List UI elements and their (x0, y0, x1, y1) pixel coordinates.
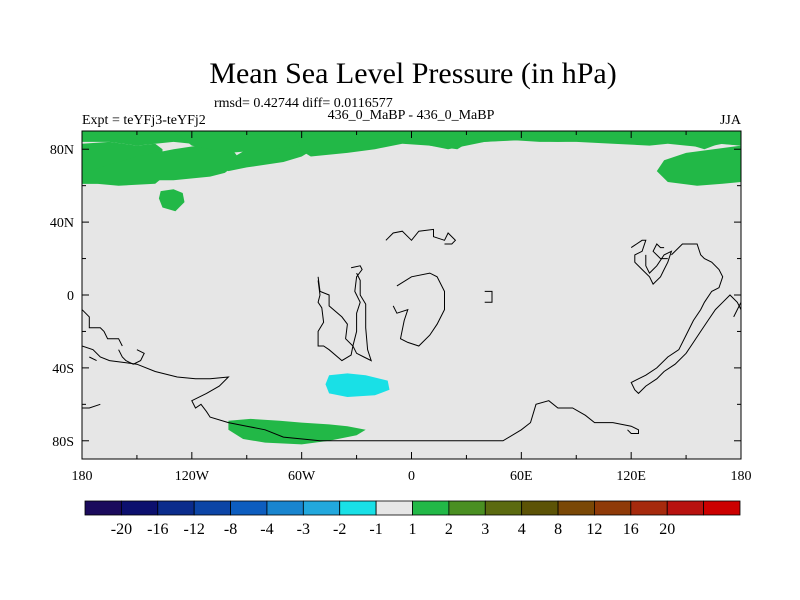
colorbar-label: 1 (409, 521, 417, 538)
chart-title: Mean Sea Level Pressure (in hPa) (209, 57, 616, 90)
region-north-atlantic-positive (173, 131, 302, 153)
colorbar-label: 16 (623, 521, 639, 538)
region-antarctic-positive (228, 418, 366, 445)
x-tick-label: 120E (616, 469, 646, 484)
y-tick-label: 40N (50, 216, 74, 231)
colorbar-swatch (84, 500, 122, 516)
coastline-11 (118, 349, 145, 365)
colorbar: -20 -16 -12 -8 -4 -3 -2 -1 1 2 3 4 8 12 16 20 (84, 500, 741, 538)
x-tick-label: 180 (72, 469, 93, 484)
x-tick-label: 120W (175, 469, 210, 484)
colorbar-label: 4 (518, 521, 526, 538)
x-tick-label: 0 (408, 469, 415, 484)
colorbar-swatch (448, 500, 486, 516)
experiment-label: Expt = teYFj3-teYFj2 (82, 113, 206, 128)
colorbar-swatch (230, 500, 268, 516)
coastline-6 (630, 239, 673, 285)
colorbar-swatch (557, 500, 595, 516)
stats-line: rmsd= 0.42744 diff= 0.0116577 (214, 96, 393, 111)
colorbar-swatch (157, 500, 195, 516)
colorbar-label: -3 (297, 521, 310, 538)
y-tick-label: 0 (67, 289, 74, 304)
x-tick-label: 180 (731, 469, 752, 484)
anomaly-regions (82, 131, 741, 445)
colorbar-label: 20 (659, 521, 675, 538)
colorbar-label: -20 (111, 521, 132, 538)
colorbar-swatch (630, 500, 668, 516)
coastline-1 (82, 309, 123, 347)
coastline-13 (89, 356, 97, 362)
coastline-5 (385, 228, 457, 245)
y-tick-label: 80S (52, 435, 74, 450)
coastline-8 (652, 243, 668, 260)
coastline-2 (317, 276, 354, 362)
colorbar-swatch (302, 500, 341, 516)
y-axis: 80N 40N 0 40S 80S (50, 143, 741, 450)
coastline-10 (82, 403, 101, 409)
colorbar-label: -4 (260, 521, 273, 538)
x-tick-label: 60W (288, 469, 316, 484)
region-south-atlantic-negative (325, 373, 390, 397)
colorbar-swatch (521, 500, 559, 516)
season-label: JJA (720, 113, 742, 128)
region-siberia-positive (82, 143, 238, 184)
period-label: 436_0_MaBP - 436_0_MaBP (328, 108, 495, 123)
coastline-9 (484, 290, 493, 303)
colorbar-swatch (703, 500, 741, 516)
continent-outlines (82, 228, 741, 442)
colorbar-label: -2 (333, 521, 346, 538)
colorbar-swatch (120, 500, 159, 516)
colorbar-swatch (193, 500, 231, 516)
coastline-12 (733, 302, 741, 318)
y-tick-label: 40S (52, 362, 74, 377)
region-beringia-positive (656, 145, 741, 186)
coastline-7 (630, 243, 741, 395)
colorbar-swatch (375, 500, 413, 516)
colorbar-label: 8 (554, 521, 562, 538)
coastline-4 (392, 272, 445, 347)
x-tick-label: 60E (510, 469, 533, 484)
x-axis: 180 120W 60W 0 60E 120E 180 (72, 131, 752, 484)
map-background (82, 131, 741, 459)
colorbar-swatch (594, 500, 632, 516)
region-east-arctic-positive (294, 131, 741, 157)
colorbar-label: -16 (147, 521, 168, 538)
colorbar-label: -8 (224, 521, 237, 538)
coastline-0 (82, 345, 639, 442)
y-tick-label: 80N (50, 143, 74, 158)
colorbar-swatch (412, 500, 450, 516)
colorbar-swatch (266, 500, 304, 516)
colorbar-label: 3 (481, 521, 489, 538)
colorbar-label: -12 (184, 521, 205, 538)
colorbar-label: -1 (369, 521, 382, 538)
coastline-3 (350, 265, 373, 362)
colorbar-swatch (484, 500, 523, 516)
region-isolated-positive-north (158, 189, 185, 212)
colorbar-label: 2 (445, 521, 453, 538)
colorbar-label: 12 (586, 521, 602, 538)
colorbar-swatch (339, 500, 377, 516)
colorbar-swatch (666, 500, 705, 516)
